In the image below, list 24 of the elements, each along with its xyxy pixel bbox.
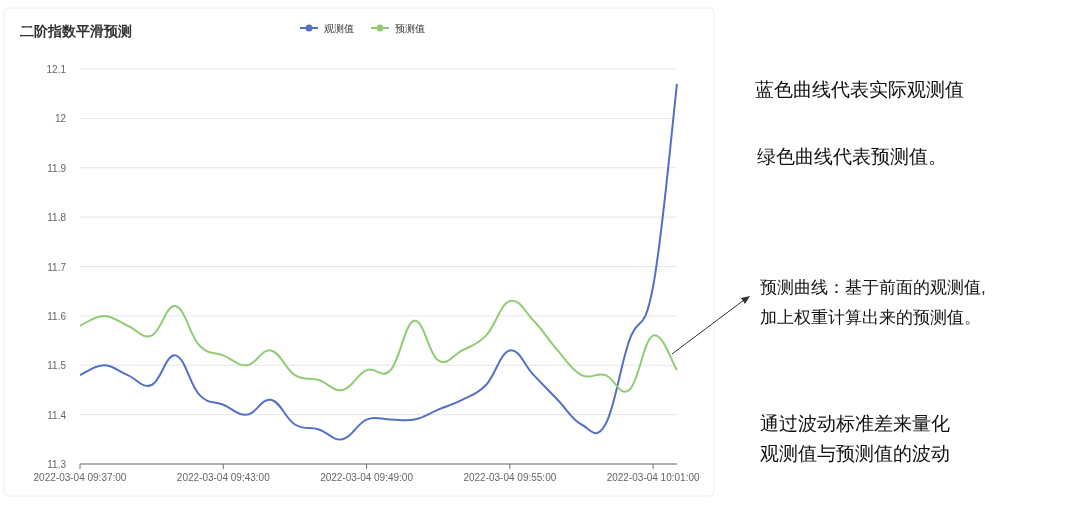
- text: 加上权重计算出来的预测值。: [760, 308, 981, 327]
- y-tick-label: 12.1: [46, 64, 67, 75]
- y-tick-label: 11.5: [47, 360, 67, 372]
- text: 观测值与预测值的波动: [760, 443, 950, 464]
- y-tick-label: 11.4: [47, 409, 67, 421]
- x-tick-label: 2022-03-04 09:37:00: [33, 472, 127, 483]
- y-tick-label: 11.8: [47, 212, 67, 224]
- text: 绿色曲线代表预测值。: [757, 146, 947, 167]
- x-tick-label: 2022-03-04 09:49:00: [320, 472, 414, 483]
- y-tick-label: 11.3: [47, 459, 67, 470]
- x-tick-label: 2022-03-04 10:01:00: [606, 472, 700, 483]
- y-tick-label: 12: [54, 113, 67, 125]
- chart-title: 二阶指数平滑预测: [20, 23, 132, 39]
- y-tick-label: 11.6: [47, 310, 67, 322]
- legend-label: 观测值: [324, 23, 354, 34]
- text: 通过波动标准差来量化: [760, 413, 950, 434]
- y-tick-label: 11.9: [47, 162, 67, 174]
- text: 蓝色曲线代表实际观测值: [755, 79, 964, 100]
- y-tick-label: 11.7: [47, 261, 67, 273]
- text: 预测曲线：基于前面的观测值,: [760, 278, 986, 297]
- x-tick-label: 2022-03-04 09:43:00: [176, 472, 271, 483]
- x-tick-label: 2022-03-04 09:55:00: [463, 472, 557, 483]
- line-series: [79, 82, 678, 441]
- legend-label: 预测值: [395, 23, 425, 34]
